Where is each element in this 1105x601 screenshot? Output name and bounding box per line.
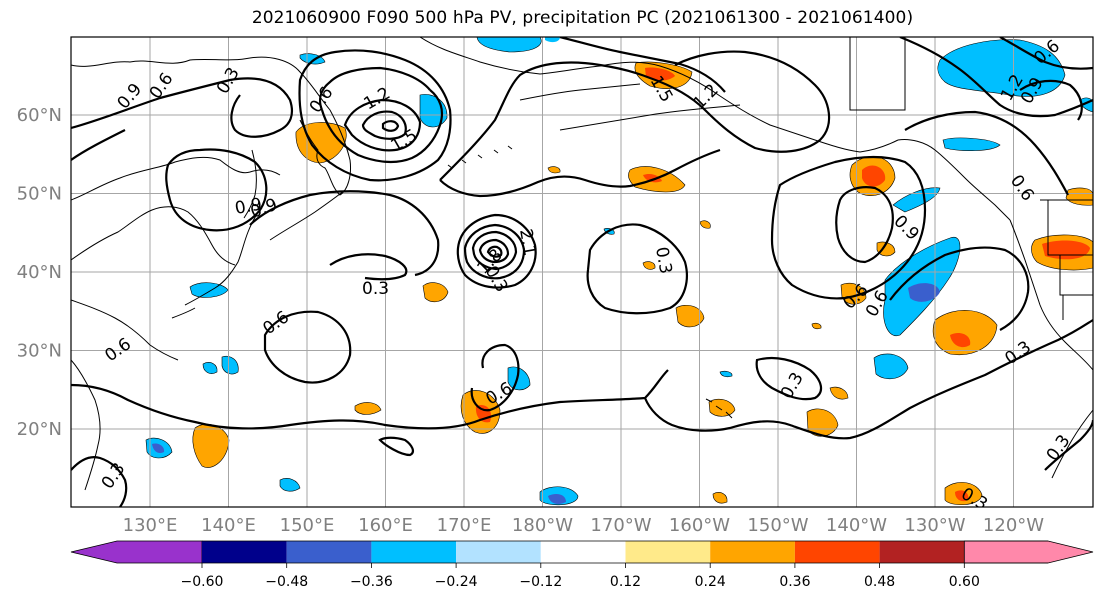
colorbar-label: −0.60 [181, 574, 224, 590]
map-frame [70, 36, 1094, 508]
lon-label-160e: 160°E [358, 515, 413, 536]
lat-label-40: 40°N [17, 262, 62, 283]
latitude-labels: 60°N 50°N 40°N 30°N 20°N [17, 105, 62, 440]
colorbar-label: 0.48 [864, 574, 895, 590]
lat-label-60: 60°N [17, 105, 62, 126]
longitude-labels: 130°E 140°E 150°E 160°E 170°E 180°W 170°… [123, 515, 1045, 536]
lon-label-160w: 160°W [669, 515, 730, 536]
lon-label-150e: 150°E [280, 515, 335, 536]
colorbar-segment-9 [879, 541, 965, 563]
svg-text:0.3: 0.3 [651, 245, 675, 275]
lon-label-170e: 170°E [437, 515, 492, 536]
lat-label-50: 50°N [17, 184, 62, 205]
colorbar-segment-8 [794, 541, 880, 563]
lat-label-20: 20°N [17, 419, 62, 440]
colorbar-label: 0.36 [779, 574, 810, 590]
lon-label-170w: 170°W [590, 515, 651, 536]
map-title: 2021060900 F090 500 hPa PV, precipitatio… [251, 8, 914, 28]
svg-text:0.9: 0.9 [233, 195, 263, 219]
lon-label-180w: 180°W [512, 515, 573, 536]
colorbar-segment-4 [456, 541, 541, 563]
colorbar-label: 0.24 [695, 574, 726, 590]
colorbar-segment-3 [371, 541, 457, 563]
colorbar-segment-7 [710, 541, 795, 563]
svg-text:0.3: 0.3 [362, 279, 389, 299]
colorbar-segment-5 [540, 541, 626, 563]
lon-label-150w: 150°W [747, 515, 808, 536]
pv-contours [71, 37, 1093, 507]
precipitation-shading [145, 37, 1093, 506]
svg-text:2.1: 2.1 [515, 227, 539, 257]
colorbar-label: 0.60 [949, 574, 980, 590]
colorbar-label: −0.36 [350, 574, 393, 590]
lon-label-140e: 140°E [201, 515, 256, 536]
colorbar-label: 0.12 [610, 574, 641, 590]
colorbar-segment-0 [70, 540, 203, 564]
colorbar-segment-6 [625, 541, 711, 563]
colorbar-label: −0.12 [519, 574, 562, 590]
lon-label-130w: 130°W [904, 515, 965, 536]
lon-label-140w: 140°W [826, 515, 887, 536]
colorbar-segment-1 [202, 541, 287, 563]
colorbar-label: −0.24 [435, 574, 478, 590]
colorbar-label: −0.48 [265, 574, 308, 590]
colorbar: −0.60 −0.48 −0.36 −0.24 −0.12 0.12 0.24 … [70, 540, 1094, 590]
colorbar-segment-10 [963, 540, 1094, 564]
lat-label-30: 30°N [17, 341, 62, 362]
lon-label-130e: 130°E [123, 515, 178, 536]
lon-label-120w: 120°W [983, 515, 1044, 536]
colorbar-segment-2 [286, 541, 372, 563]
